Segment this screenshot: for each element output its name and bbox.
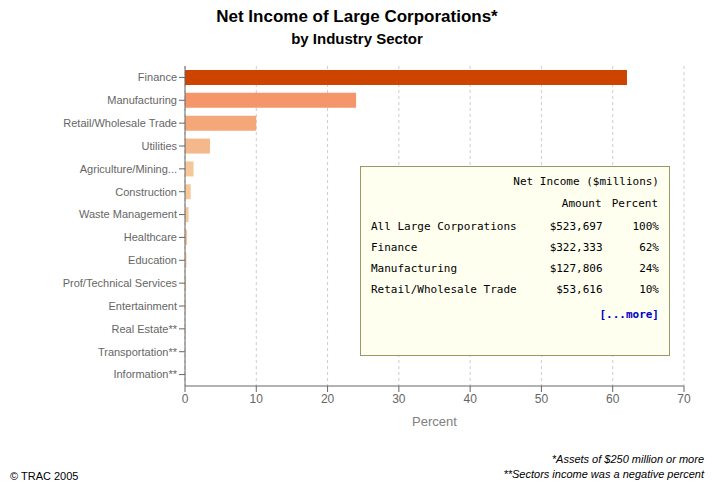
svg-text:50: 50 xyxy=(535,392,549,406)
svg-text:30: 30 xyxy=(392,392,406,406)
html-text:Amount: Amount xyxy=(561,197,602,210)
html-text:$523,697: $523,697 xyxy=(549,220,603,233)
html-text:Percent: Percent xyxy=(611,197,658,210)
html-text:24%: 24% xyxy=(639,262,659,275)
svg-text:Percent: Percent xyxy=(412,414,457,429)
svg-text:20: 20 xyxy=(321,392,335,406)
svg-text:10: 10 xyxy=(250,392,264,406)
html-text:Finance: Finance xyxy=(371,241,418,254)
html-text:$127,806: $127,806 xyxy=(549,262,603,275)
html-text:[...more]: [...more] xyxy=(599,308,659,321)
html-text:Retail/Wholesale Trade: Retail/Wholesale Trade xyxy=(371,283,517,296)
svg-text:Entertainment: Entertainment xyxy=(109,300,177,312)
html-text:*Assets of $250 million or mor: *Assets of $250 million or more xyxy=(551,453,704,465)
svg-text:Healthcare: Healthcare xyxy=(124,231,177,243)
html-text:100%: 100% xyxy=(632,220,659,233)
svg-text:40: 40 xyxy=(463,392,477,406)
svg-text:Information**: Information** xyxy=(113,368,177,380)
html-text:$53,616: $53,616 xyxy=(556,283,603,296)
svg-text:Real Estate**: Real Estate** xyxy=(112,323,178,335)
html-text:62%: 62% xyxy=(639,241,659,254)
svg-text:Finance: Finance xyxy=(138,71,177,83)
svg-text:Prof/Technical Services: Prof/Technical Services xyxy=(63,277,178,289)
svg-text:Utilities: Utilities xyxy=(142,140,178,152)
html-text:by Industry Sector: by Industry Sector xyxy=(291,30,423,47)
svg-text:Construction: Construction xyxy=(115,186,177,198)
html-text:Manufacturing: Manufacturing xyxy=(371,262,458,275)
html-text:$322,333: $322,333 xyxy=(549,241,603,254)
html-text:Net Income ($millions): Net Income ($millions) xyxy=(513,175,659,188)
html-text:© TRAC 2005: © TRAC 2005 xyxy=(10,470,79,482)
html-text:All Large Corporations: All Large Corporations xyxy=(371,220,517,233)
html-text:**Sectors income was a negativ: **Sectors income was a negative percent xyxy=(503,468,704,480)
svg-text:Education: Education xyxy=(128,254,177,266)
svg-text:60: 60 xyxy=(606,392,620,406)
svg-text:Waste Management: Waste Management xyxy=(79,208,177,220)
svg-text:0: 0 xyxy=(182,392,189,406)
svg-text:70: 70 xyxy=(677,392,691,406)
svg-text:Retail/Wholesale Trade: Retail/Wholesale Trade xyxy=(63,117,177,129)
html-text:10%: 10% xyxy=(639,283,659,296)
svg-text:Agriculture/Mining...: Agriculture/Mining... xyxy=(80,163,177,175)
html-text:Net Income of Large Corporatio: Net Income of Large Corporations* xyxy=(216,7,498,26)
svg-text:Manufacturing: Manufacturing xyxy=(107,94,177,106)
svg-text:Transportation**: Transportation** xyxy=(98,346,178,358)
